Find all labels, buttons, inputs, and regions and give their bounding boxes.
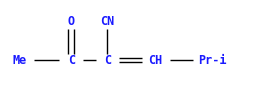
Text: CN: CN [100,15,115,28]
Text: O: O [68,15,75,28]
Text: Pr-i: Pr-i [198,54,227,67]
Text: CH: CH [148,54,163,67]
Text: Me: Me [12,54,27,67]
Text: C: C [104,54,111,67]
Text: C: C [68,54,75,67]
